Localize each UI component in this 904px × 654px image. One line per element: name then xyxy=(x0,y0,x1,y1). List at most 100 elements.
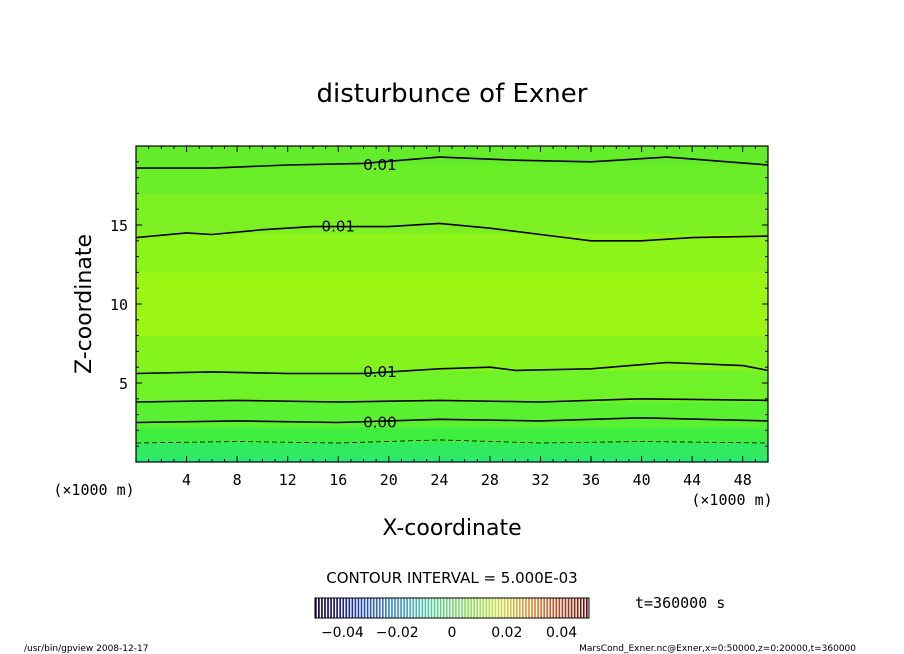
colorbar-swatch xyxy=(363,598,366,618)
colorbar-swatch xyxy=(345,598,348,618)
colorbar-swatch xyxy=(351,598,354,618)
colorbar-swatch xyxy=(388,598,390,618)
colorbar-swatch xyxy=(375,598,378,618)
colorbar-swatch xyxy=(391,598,393,618)
colorbar-swatch xyxy=(412,598,415,618)
x-tick-label: 36 xyxy=(582,471,600,489)
colorbar-swatch xyxy=(497,598,500,618)
colorbar-swatch xyxy=(415,598,418,618)
colorbar-tick-label: −0.02 xyxy=(376,625,419,641)
x-tick-label: 28 xyxy=(481,471,499,489)
colorbar-swatch xyxy=(555,598,558,618)
colorbar-swatch xyxy=(378,598,381,618)
colorbar-swatch xyxy=(430,598,433,618)
fill-band-6 xyxy=(136,272,768,337)
x-axis-unit: (×1000 m) xyxy=(691,491,772,509)
colorbar-frame xyxy=(314,597,590,619)
fill-band-4 xyxy=(136,370,768,403)
colorbar-swatch xyxy=(424,598,427,618)
y-axis-unit: (×1000 m) xyxy=(53,481,134,499)
colorbar-swatch xyxy=(427,598,430,618)
colorbar-swatch xyxy=(573,598,576,618)
colorbar-swatch xyxy=(503,598,506,618)
colorbar-swatch xyxy=(567,598,570,618)
colorbar-swatch xyxy=(540,598,542,618)
contour-line-4 xyxy=(136,416,768,424)
colorbar-swatch xyxy=(366,598,369,618)
colorbar-swatch xyxy=(488,598,491,618)
contour-line-0 xyxy=(136,156,768,169)
contour-labels-layer: 0.01 0.01 0.01 0.00 xyxy=(322,156,397,432)
colorbar-swatch xyxy=(433,598,436,618)
colorbar-swatch xyxy=(467,598,469,618)
colorbar-swatch xyxy=(318,598,320,618)
colorbar-swatch xyxy=(354,598,357,618)
colorbar-swatch xyxy=(479,598,482,618)
contour-fill-layer xyxy=(136,146,768,462)
colorbar-swatch xyxy=(537,598,539,618)
colorbar-swatch xyxy=(385,598,387,618)
colorbar-swatch xyxy=(455,598,457,618)
colorbar-swatch xyxy=(522,598,524,618)
colorbar-swatch xyxy=(409,598,412,618)
colorbar-swatch xyxy=(394,598,396,618)
colorbar-swatch xyxy=(543,598,546,618)
colorbar-tick-label: 0.02 xyxy=(491,625,522,641)
colorbar-swatch xyxy=(357,598,360,618)
colorbar-swatch xyxy=(421,598,424,618)
colorbar-swatch xyxy=(439,598,442,618)
contour-line-3 xyxy=(136,397,768,403)
contour-line-1 xyxy=(136,222,768,242)
colorbar-swatch xyxy=(473,598,475,618)
colorbar-swatch xyxy=(512,598,515,618)
colorbar-swatch xyxy=(564,598,567,618)
x-tick-label: 16 xyxy=(329,471,347,489)
x-tick-label: 4 xyxy=(182,471,191,489)
colorbar-swatch xyxy=(500,598,503,618)
colorbar-swatch xyxy=(528,598,530,618)
fill-band-1 xyxy=(136,443,768,458)
colorbar-swatch xyxy=(448,598,451,618)
colorbar-swatch xyxy=(452,598,454,618)
fill-band-5 xyxy=(136,335,768,371)
colorbar-swatch xyxy=(348,598,351,618)
colorbar-swatch xyxy=(585,598,588,618)
y-tick-label: 5 xyxy=(119,375,128,393)
colorbar-swatch xyxy=(400,598,402,618)
colorbar-swatch xyxy=(494,598,497,618)
colorbar-swatch xyxy=(333,598,335,618)
x-tick-label: 8 xyxy=(233,471,242,489)
colorbar-swatch xyxy=(558,598,561,618)
colorbar-swatch xyxy=(381,598,384,618)
y-tick-label: 10 xyxy=(110,296,128,314)
colorbar-swatch xyxy=(491,598,494,618)
colorbar-swatch xyxy=(531,598,533,618)
colorbar-swatch xyxy=(515,598,518,618)
colorbar-swatch xyxy=(506,598,509,618)
contour-label-0: 0.01 xyxy=(363,156,396,174)
colorbar-swatch xyxy=(397,598,399,618)
fill-band-3 xyxy=(136,401,768,428)
colorbar-swatch xyxy=(442,598,445,618)
y-axis-label: Z-coordinate xyxy=(72,234,97,374)
colorbar-tick-labels: −0.04 −0.02 0 0.02 0.04 xyxy=(321,625,577,641)
contour-label-1: 0.01 xyxy=(322,218,355,236)
contour-label-4: 0.00 xyxy=(363,414,396,432)
colorbar-swatch xyxy=(330,598,332,618)
colorbar-swatch xyxy=(552,598,555,618)
colorbar-swatch xyxy=(470,598,472,618)
colorbar-swatch xyxy=(458,598,460,618)
x-tick-labels: 4 8 12 16 20 24 28 32 36 40 44 48 xyxy=(182,471,752,489)
colorbar-swatch xyxy=(525,598,527,618)
colorbar-tick-label: −0.04 xyxy=(321,625,364,641)
colorbar-swatch xyxy=(403,598,405,618)
colorbar-swatch xyxy=(372,598,375,618)
contour-interval-text: CONTOUR INTERVAL = 5.000E-03 xyxy=(326,569,577,587)
colorbar-tick-label: 0 xyxy=(448,625,457,641)
colorbar-swatch xyxy=(321,598,323,618)
colorbar-swatch xyxy=(546,598,549,618)
colorbar-swatch xyxy=(579,598,582,618)
colorbar-swatch xyxy=(342,598,345,618)
colorbar-swatch xyxy=(369,598,372,618)
